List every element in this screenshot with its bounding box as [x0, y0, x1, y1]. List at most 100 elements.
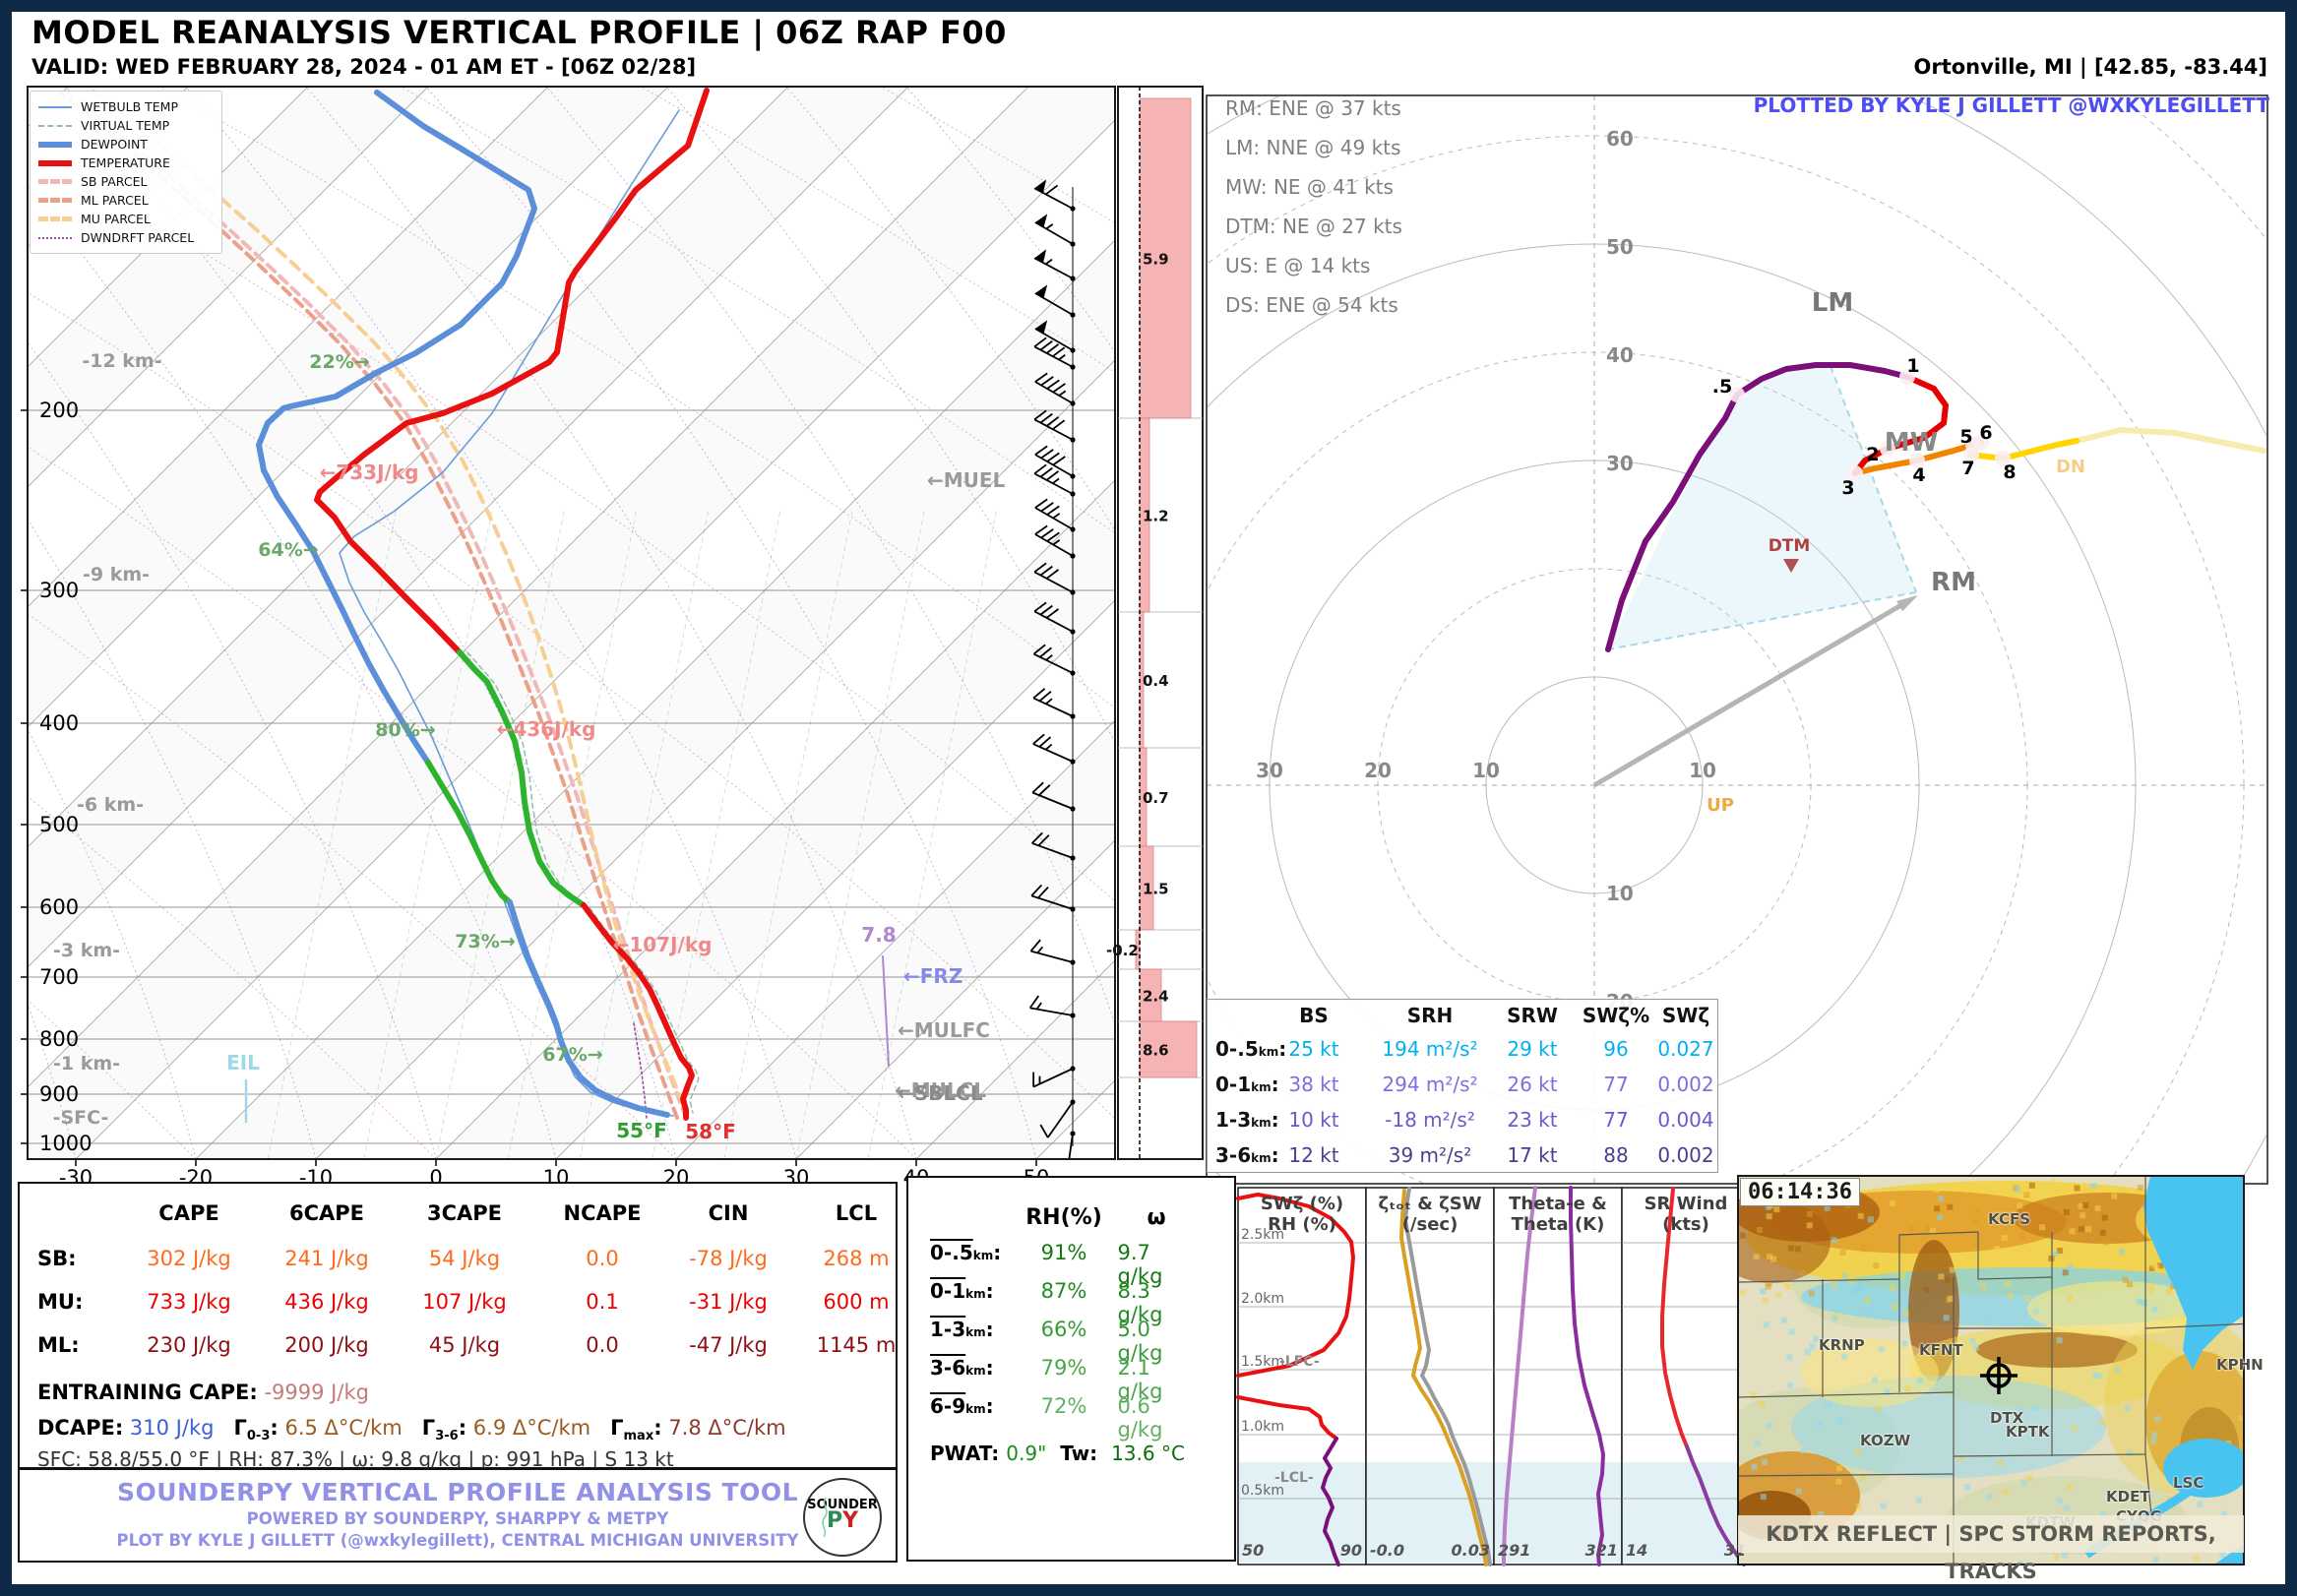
- hodo-label: MW: [1885, 428, 1939, 458]
- skewt-annotation: EIL: [226, 1051, 260, 1074]
- moisture-layer-label: 3-6km:: [930, 1356, 994, 1380]
- dewpoint-curve-upper: [256, 90, 537, 766]
- hodo-layer-label: 0-.5km:: [1215, 1037, 1287, 1061]
- hodo-label: DN: [2056, 457, 2085, 477]
- logo-squiggle: [822, 1497, 828, 1538]
- height-marker-label: 2: [1866, 444, 1879, 465]
- hodograph-plot-area: 60504030102010203010.512345678LMMWRMDTMU…: [1208, 96, 2266, 1183]
- station-label-kphn: KPHN: [2216, 1356, 2264, 1374]
- height-marker-label: 8: [2003, 461, 2016, 483]
- wind-barb: [1028, 995, 1076, 1018]
- pressure-tick-label: 900: [39, 1082, 79, 1106]
- inset-xmax-label: 90: [1339, 1541, 1362, 1560]
- legend-line-sample: [38, 216, 72, 221]
- legend-line-sample: [38, 236, 72, 239]
- legend-item-label: SB PARCEL: [81, 174, 148, 189]
- wind-barb: [1032, 688, 1076, 719]
- wind-barb: [1032, 1066, 1076, 1088]
- stats-value: 54 J/kg: [428, 1247, 501, 1270]
- pressure-tick-label: 300: [39, 579, 79, 602]
- omega-value: 9.7 g/kg: [1117, 1241, 1163, 1288]
- hodo-table-value: 29 kt: [1507, 1037, 1558, 1061]
- hodo-table-row: 0-.5km: 25 kt 194 m²/s² 29 kt 96 0.027: [1208, 1037, 1717, 1074]
- stats-value: -47 J/kg: [689, 1333, 768, 1357]
- height-marker-label: 1: [1906, 355, 1919, 377]
- height-marker: [1973, 435, 1989, 451]
- legend-item: MU PARCEL: [38, 210, 214, 228]
- hodo-table-header: SWζ%: [1582, 1004, 1650, 1027]
- legend-line-sample: [38, 159, 72, 166]
- inset-xmin-label: 291: [1498, 1541, 1531, 1560]
- skewt-annotation: ←MULCL: [895, 1078, 986, 1102]
- hodo-label: UP: [1707, 795, 1734, 816]
- skewt-annotation: 64%→: [258, 539, 318, 561]
- station-label-kfnt: KFNT: [1919, 1341, 1963, 1359]
- hodo-table-value: 38 kt: [1288, 1073, 1339, 1096]
- height-marker-label: .5: [1712, 376, 1732, 398]
- legend-item: DWNDRFT PARCEL: [38, 228, 214, 247]
- legend-line-sample: [38, 141, 72, 148]
- dtm-marker: [1783, 559, 1799, 573]
- plot-credit: PLOTTED BY KYLE J GILLETT @WXKYLEGILLETT: [1753, 93, 2269, 117]
- inset-zeta-tot-curve: [1403, 1187, 1492, 1566]
- height-marker-label: 3: [1841, 477, 1854, 499]
- stats-value: 200 J/kg: [284, 1333, 369, 1357]
- hodo-table-value: 12 kt: [1288, 1143, 1339, 1167]
- wind-barb: [1034, 214, 1076, 247]
- legend-item-label: WETBULB TEMP: [81, 99, 178, 114]
- ring-label: 60: [1606, 127, 1634, 151]
- ml-parcel-curve: [58, 92, 679, 1120]
- wind-barb: [1029, 939, 1076, 965]
- skewt-plot-area: -12 km- -9 km- -6 km- -3 km- -1 km- -SFC- 22%→…: [29, 88, 1114, 1158]
- radar-map: [1739, 1177, 2243, 1564]
- skewt-annotation: -9 km-: [83, 564, 150, 585]
- omega-value: 0.6 g/kg: [1117, 1394, 1163, 1442]
- height-marker-label: 6: [1979, 422, 1992, 444]
- motion-info-line: RM: ENE @ 37 kts: [1225, 96, 1401, 120]
- skewt-annotation: ←SBLCL: [898, 1081, 983, 1105]
- pressure-tick-label: 800: [39, 1027, 79, 1051]
- skewt-annotation: 67%→: [542, 1044, 602, 1066]
- wind-barb: [1034, 372, 1076, 406]
- moisture-panel: RH(%) ω 0-.5km: 91% 9.7 g/kg 0-1km: 87% 8.3 g/k…: [906, 1176, 1236, 1562]
- hodo-table-value: 0.004: [1657, 1108, 1714, 1132]
- stats-value: 436 J/kg: [284, 1290, 369, 1314]
- inset-swzeta-curve: [1321, 1437, 1340, 1566]
- legend-item-label: DEWPOINT: [81, 137, 148, 152]
- ring-label: 20: [1364, 759, 1392, 782]
- footer-powered: POWERED BY SOUNDERPY, SHARPPY & METPY: [246, 1509, 669, 1528]
- stats-value: 230 J/kg: [147, 1333, 231, 1357]
- hodo-table-header: BS: [1299, 1004, 1329, 1027]
- stats-value: 45 J/kg: [428, 1333, 501, 1357]
- height-marker-label: 5: [1959, 426, 1972, 448]
- lcl-label: -LCL-: [1274, 1470, 1314, 1486]
- pressure-tick-label: 500: [39, 813, 79, 836]
- hodograph-motion-list: RM: ENE @ 37 kts LM: NNE @ 49 kts MW: NE @…: [1225, 89, 1402, 325]
- moisture-layer-label: 0-.5km:: [930, 1241, 1002, 1264]
- stats-row-name: SB:: [37, 1247, 77, 1270]
- height-marker: [1847, 465, 1863, 481]
- motion-info-line: DTM: NE @ 27 kts: [1225, 215, 1402, 238]
- wind-barb: [1030, 884, 1076, 912]
- moisture-layer-label: 1-3km:: [930, 1318, 994, 1341]
- wind-barb: [1032, 733, 1076, 765]
- ring-label: 40: [1606, 343, 1634, 367]
- hodo-table-value: 88: [1603, 1143, 1629, 1167]
- hodo-table-value: 25 kt: [1288, 1037, 1339, 1061]
- legend-item: DEWPOINT: [38, 135, 214, 153]
- stats-value: 600 m: [823, 1290, 890, 1314]
- wind-barb: [1034, 320, 1076, 353]
- stats-value: 1145 m: [816, 1333, 897, 1357]
- skewt-annotation: 55°F: [616, 1119, 667, 1142]
- wind-barb: [1033, 249, 1076, 281]
- hodo-table-value: 10 kt: [1288, 1108, 1339, 1132]
- legend-item-label: ML PARCEL: [81, 193, 149, 208]
- bar-value-label: 5.9: [1143, 251, 1169, 269]
- skewt-annotation: -SFC-: [53, 1107, 109, 1129]
- hodo-table-row: 3-6km: 12 kt 39 m²/s² 17 kt 88 0.002: [1208, 1143, 1717, 1181]
- footer-author: PLOT BY KYLE J GILLETT (@wxkylegillett),…: [116, 1531, 799, 1550]
- stats-header: 3CAPE: [426, 1201, 503, 1225]
- hodo-layer-label: 3-6km:: [1215, 1143, 1279, 1167]
- hodo-label: RM: [1931, 568, 1976, 597]
